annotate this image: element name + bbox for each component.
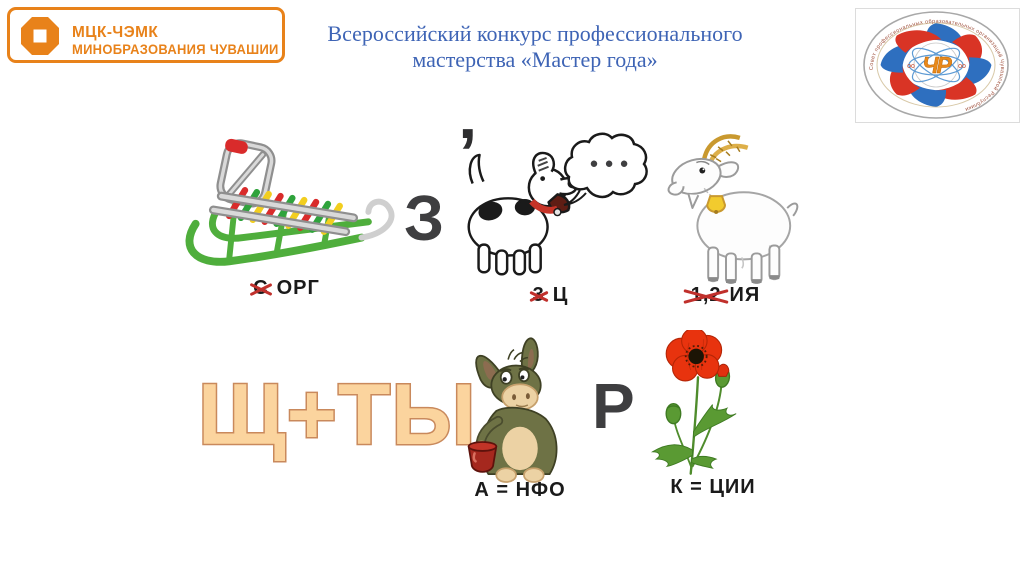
slide-title-line2: мастерства «Мастер года» <box>412 47 658 72</box>
emblem-orbits <box>908 47 964 83</box>
rebus-letter-z: З <box>404 182 445 254</box>
sled-image <box>185 138 395 266</box>
goat-image <box>667 134 799 285</box>
left-logo-box: МЦК-ЧЭМК МИНОБРАЗОВАНИЯ ЧУВАШИИ <box>7 7 285 63</box>
slide-title-line1: Всероссийский конкурс профессионального <box>327 21 743 46</box>
speech-bubble-icon <box>563 132 648 206</box>
sled-caption: С ОРГ <box>196 277 376 300</box>
right-logo-frame <box>855 8 1020 123</box>
strike-x-icon <box>252 277 269 300</box>
chuvashia-council-emblem: Совет профессиональных образовательных о… <box>863 11 1009 119</box>
goat-caption-text: ИЯ <box>729 284 761 306</box>
poppy-caption: К = ЦИИ <box>670 476 756 498</box>
strike-x-icon <box>690 284 723 307</box>
left-logo-line2: МИНОБРАЗОВАНИЯ ЧУВАШИИ <box>72 42 279 57</box>
emblem-center-text: ЧР <box>922 52 952 78</box>
bubble-ellipsis-dots: ●●● <box>589 155 635 172</box>
donkey-image <box>467 337 558 483</box>
emblem-right-mark: оо <box>958 63 966 70</box>
dog-image <box>467 151 579 276</box>
rebus-letter-r: Р <box>592 370 635 442</box>
donkey-caption: А = НФО <box>474 479 566 501</box>
octagon-logo-icon <box>21 17 59 55</box>
goat-caption: 1,2 ИЯ <box>655 284 795 307</box>
slide-title: Всероссийский конкурс профессионального … <box>260 21 810 73</box>
dog-struck-number: 3 <box>532 284 546 307</box>
sled-caption-text: ОРГ <box>276 277 320 299</box>
left-logo-line1: МЦК-ЧЭМК <box>72 24 159 41</box>
poppy-image <box>650 330 737 475</box>
dog-caption-text: Ц <box>552 284 569 306</box>
strike-x-icon <box>532 284 546 307</box>
rebus-outlined-word: Щ+ТЫ <box>197 367 478 463</box>
emblem-left-mark: оо <box>907 63 915 70</box>
goat-struck-numbers: 1,2 <box>690 284 723 307</box>
left-logo-text: МЦК-ЧЭМК МИНОБРАЗОВАНИЯ ЧУВАШИИ <box>72 23 279 58</box>
sled-struck-letter: С <box>252 277 269 300</box>
emblem-pinwheel <box>880 23 992 107</box>
